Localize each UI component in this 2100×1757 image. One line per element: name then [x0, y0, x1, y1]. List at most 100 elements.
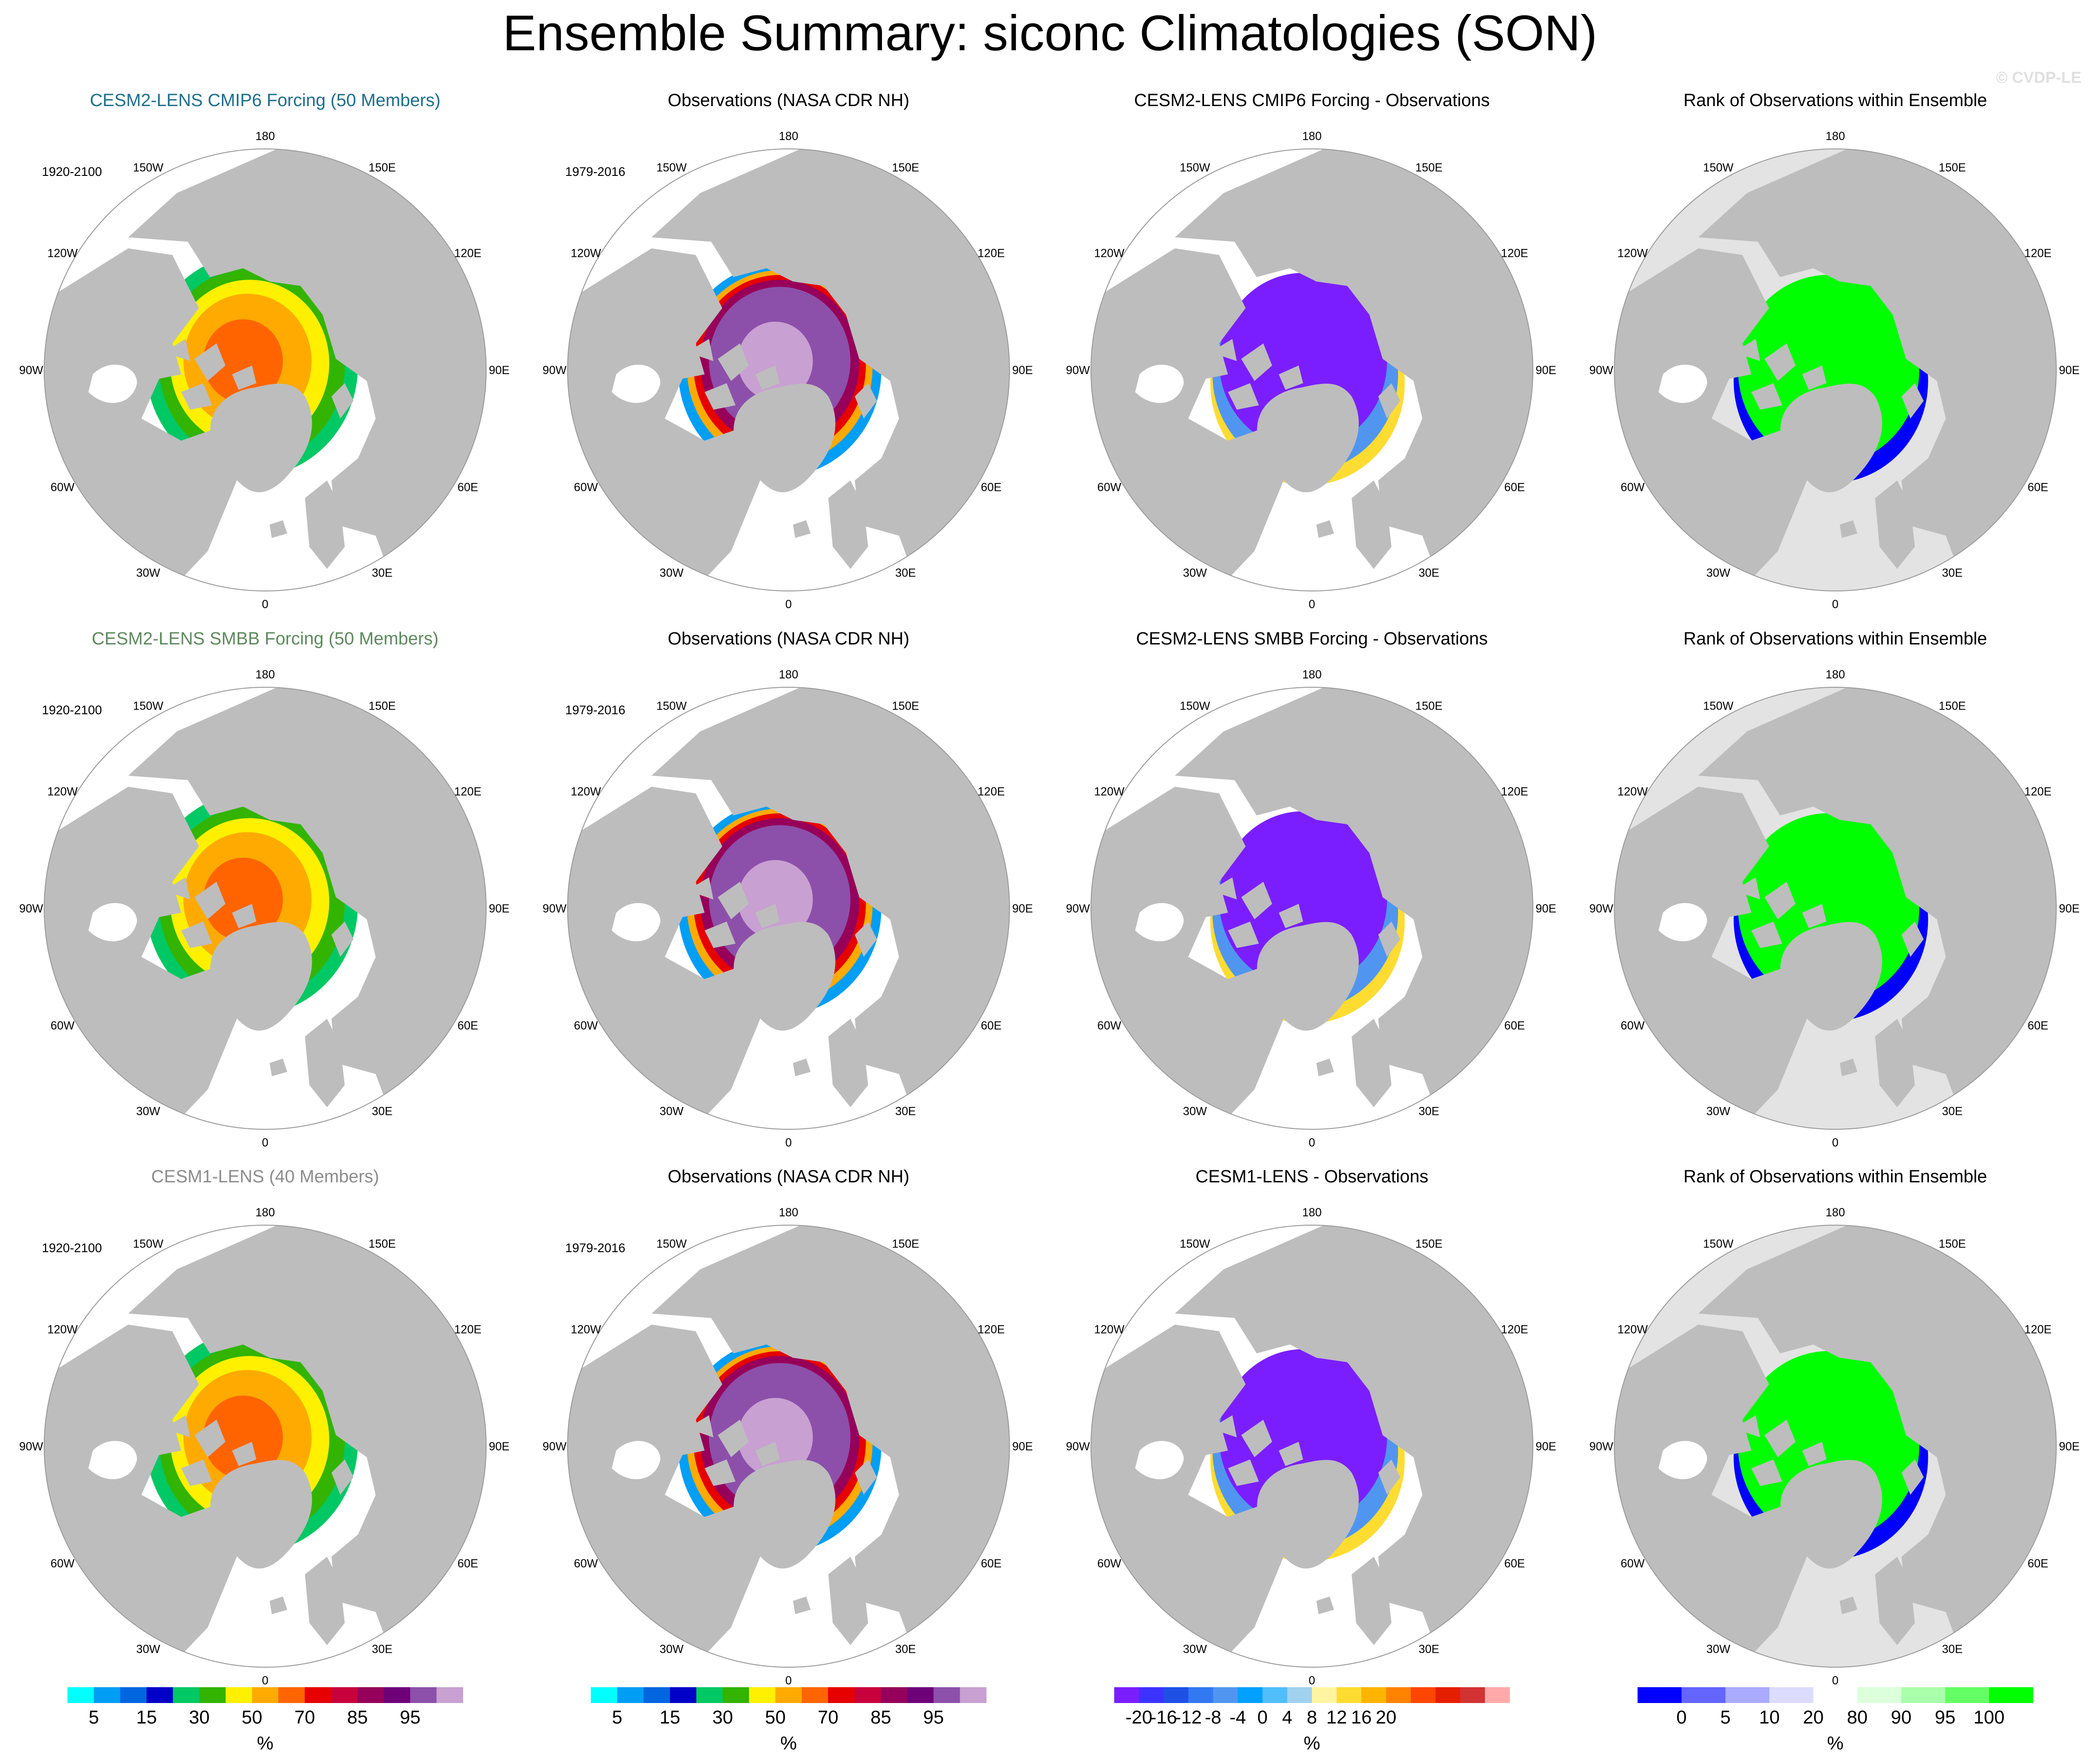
- colorbar: 0 5 10 20 80 90 95 100%: [1638, 1687, 2033, 1754]
- longitude-label: 0: [262, 1674, 268, 1687]
- longitude-label: 30E: [895, 1105, 916, 1118]
- colorbar-swatch: [933, 1687, 960, 1703]
- panel-title: CESM2-LENS CMIP6 Forcing - Observations: [1134, 91, 1490, 110]
- colorbar-swatch: [331, 1687, 358, 1703]
- colorbar-swatch: [147, 1687, 174, 1703]
- colorbar-swatch: [1188, 1687, 1213, 1703]
- period-label: 1920-2100: [42, 165, 102, 179]
- longitude-label: 120W: [47, 247, 78, 260]
- longitude-label: 0: [785, 1674, 792, 1687]
- colorbar-swatch: [1638, 1687, 1682, 1703]
- longitude-label: 90W: [1066, 364, 1090, 377]
- longitude-label: 30E: [1418, 1105, 1439, 1118]
- colorbar-swatch: [1813, 1687, 1858, 1703]
- longitude-label: 150E: [1415, 161, 1442, 174]
- longitude-label: 60W: [574, 481, 598, 494]
- colorbar-tick-label: 85: [870, 1707, 891, 1728]
- colorbar-swatch: [1725, 1687, 1770, 1703]
- longitude-label: 150E: [892, 161, 919, 174]
- longitude-label: 150W: [1180, 699, 1211, 712]
- longitude-label: 120W: [1618, 1323, 1648, 1336]
- colorbar-tick-label: 70: [294, 1707, 315, 1728]
- longitude-label: 0: [1832, 598, 1839, 611]
- colorbar-tick-label: 15: [136, 1707, 157, 1728]
- longitude-label: 30W: [1183, 1643, 1207, 1656]
- map-boundary: [1614, 148, 2057, 591]
- colorbar-swatch: [226, 1687, 253, 1703]
- colorbar-tick-label: 10: [1759, 1707, 1780, 1728]
- longitude-label: 120E: [2024, 785, 2051, 798]
- colorbar-swatch: [696, 1687, 723, 1703]
- longitude-label: 90E: [1536, 364, 1556, 377]
- longitude-label: 90W: [542, 364, 567, 377]
- colorbar-tick-label: -12: [1175, 1707, 1202, 1728]
- map-boundary: [567, 148, 1010, 591]
- map-panel-diff: 180 150E 120E 90E 60E 30E 0 30W 60W 90W 120W 150W CE…: [1066, 91, 1556, 611]
- longitude-label: 90W: [1066, 902, 1090, 915]
- longitude-label: 90E: [2059, 1440, 2080, 1453]
- longitude-label: 120E: [2024, 1323, 2051, 1336]
- colorbar-tick-label: 4: [1282, 1707, 1292, 1728]
- colorbar-tick-label: 50: [241, 1707, 262, 1728]
- longitude-label: 60E: [2027, 481, 2048, 494]
- colorbar-tick-label: 30: [712, 1707, 733, 1728]
- colorbar: 5 15 30 50 70 85 95%: [67, 1687, 463, 1754]
- longitude-label: 150W: [133, 699, 164, 712]
- longitude-label: 90E: [2059, 902, 2080, 915]
- colorbar-swatch: [199, 1687, 226, 1703]
- longitude-label: 30E: [1942, 567, 1962, 580]
- colorbar-swatch: [305, 1687, 332, 1703]
- longitude-label: 30W: [1183, 1105, 1207, 1118]
- longitude-label: 120E: [454, 247, 481, 260]
- panel-title: Rank of Observations within Ensemble: [1684, 91, 1987, 110]
- longitude-label: 90W: [542, 902, 567, 915]
- longitude-label: 30E: [895, 567, 916, 580]
- map-panel-obs: 180 150E 120E 90E 60E 30E 0 30W 60W 90W 120W 150W Ob…: [542, 629, 1033, 1149]
- period-label: 1920-2100: [42, 703, 102, 717]
- colorbar-swatch: [1361, 1687, 1386, 1703]
- colorbar-swatch: [1857, 1687, 1902, 1703]
- longitude-label: 30W: [1183, 567, 1207, 580]
- longitude-label: 30W: [1706, 1105, 1731, 1118]
- colorbar-swatch: [722, 1687, 749, 1703]
- longitude-label: 150E: [1415, 699, 1442, 712]
- colorbar-swatch: [1312, 1687, 1337, 1703]
- longitude-label: 90E: [489, 1440, 509, 1453]
- colorbar-tick-label: 8: [1307, 1707, 1317, 1728]
- colorbar-tick-label: 95: [923, 1707, 944, 1728]
- longitude-label: 30W: [660, 1643, 684, 1656]
- longitude-label: 0: [1832, 1136, 1839, 1149]
- panel-title: CESM2-LENS SMBB Forcing (50 Members): [92, 629, 438, 649]
- longitude-label: 120E: [1501, 1323, 1528, 1336]
- longitude-label: 0: [262, 1136, 268, 1149]
- map-panel-obs: 180 150E 120E 90E 60E 30E 0 30W 60W 90W 120W 150W Ob…: [542, 1167, 1033, 1687]
- panel-title: Observations (NASA CDR NH): [668, 1167, 909, 1187]
- longitude-label: 180: [779, 668, 798, 681]
- longitude-label: 120E: [2024, 247, 2051, 260]
- longitude-label: 60E: [457, 1557, 478, 1570]
- longitude-label: 0: [1832, 1674, 1839, 1687]
- longitude-label: 180: [1302, 130, 1322, 143]
- longitude-label: 150E: [1939, 699, 1966, 712]
- colorbar-units: %: [1304, 1733, 1320, 1754]
- colorbar-tick-label: 100: [1973, 1707, 2005, 1728]
- longitude-label: 60E: [1504, 481, 1525, 494]
- longitude-label: 30E: [895, 1643, 916, 1656]
- longitude-label: 180: [255, 130, 275, 143]
- longitude-label: 180: [1826, 130, 1845, 143]
- colorbar-tick-label: 85: [347, 1707, 368, 1728]
- longitude-label: 60E: [457, 1019, 478, 1033]
- longitude-label: 0: [785, 1136, 792, 1149]
- map-panel-ensemble: 180 150E 120E 90E 60E 30E 0 30W 60W 90W 120W 150W CE…: [19, 91, 509, 611]
- longitude-label: 60W: [1621, 1019, 1645, 1033]
- colorbar-swatch: [670, 1687, 697, 1703]
- longitude-label: 180: [1826, 668, 1845, 681]
- longitude-label: 180: [779, 1206, 798, 1219]
- colorbar-tick-label: 20: [1376, 1707, 1397, 1728]
- longitude-label: 0: [1309, 1136, 1315, 1149]
- map-boundary: [567, 1225, 1010, 1668]
- colorbar-swatch: [828, 1687, 855, 1703]
- longitude-label: 90E: [1536, 1440, 1556, 1453]
- colorbar-tick-label: 0: [1257, 1707, 1268, 1728]
- colorbar-tick-label: 20: [1803, 1707, 1824, 1728]
